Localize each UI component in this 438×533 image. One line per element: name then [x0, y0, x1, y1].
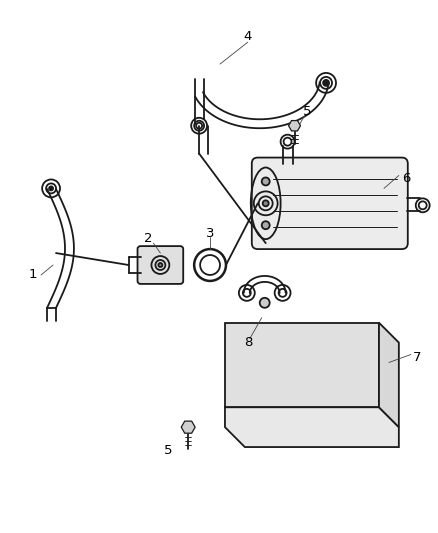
Polygon shape: [181, 421, 195, 433]
Polygon shape: [379, 322, 399, 427]
Text: 6: 6: [403, 172, 411, 185]
Circle shape: [323, 80, 329, 86]
Circle shape: [159, 263, 162, 267]
Text: 7: 7: [413, 351, 421, 364]
Circle shape: [262, 221, 270, 229]
Polygon shape: [225, 322, 379, 407]
Circle shape: [260, 298, 270, 308]
FancyBboxPatch shape: [337, 428, 361, 444]
Text: 5: 5: [164, 443, 173, 457]
FancyBboxPatch shape: [297, 428, 321, 444]
Text: 5: 5: [303, 106, 312, 118]
Polygon shape: [225, 407, 399, 447]
FancyBboxPatch shape: [258, 428, 282, 444]
Text: 1: 1: [29, 269, 37, 281]
FancyBboxPatch shape: [138, 246, 183, 284]
Text: 2: 2: [144, 232, 153, 245]
Text: 4: 4: [244, 30, 252, 43]
Text: 3: 3: [206, 227, 214, 240]
Text: 8: 8: [244, 336, 252, 349]
Polygon shape: [289, 120, 300, 131]
FancyBboxPatch shape: [252, 158, 408, 249]
Circle shape: [49, 187, 53, 190]
Circle shape: [263, 200, 268, 206]
Circle shape: [262, 177, 270, 185]
